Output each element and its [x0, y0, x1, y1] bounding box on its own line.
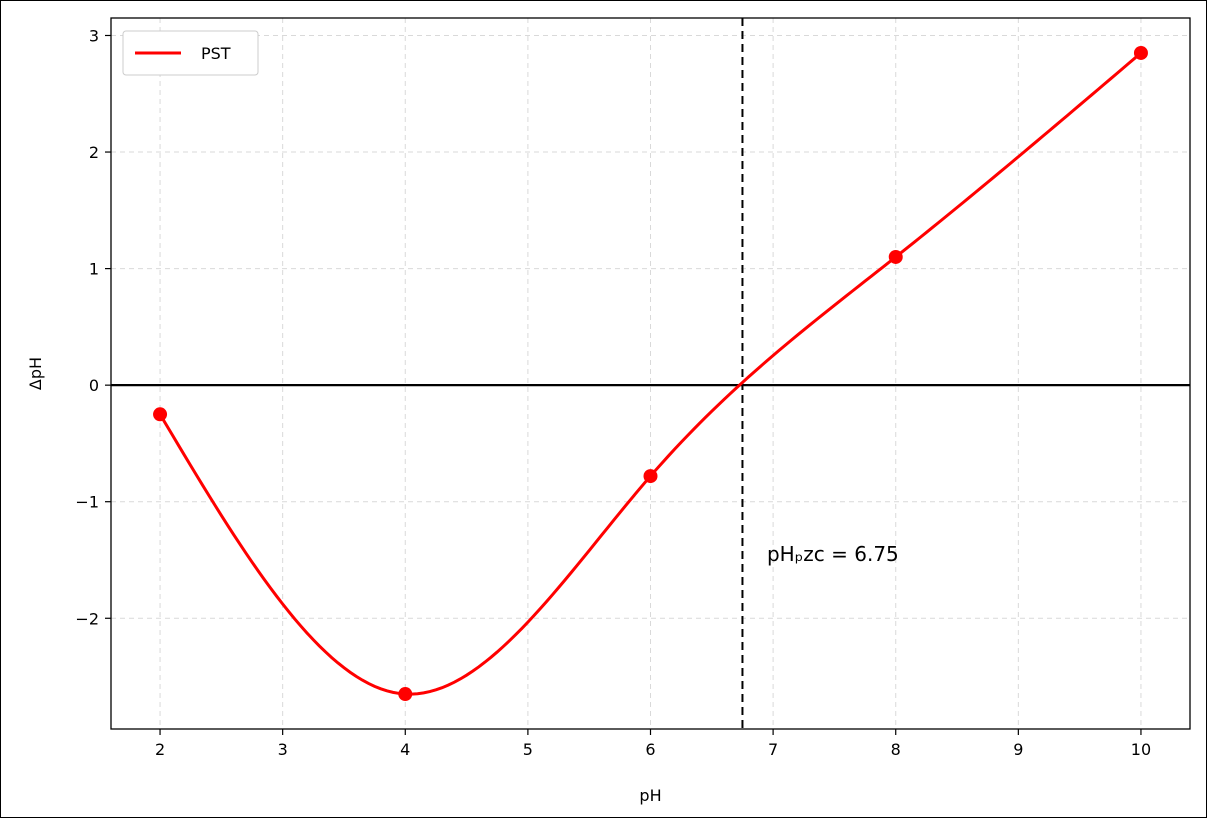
legend-label: PST — [201, 44, 231, 63]
x-axis-label: pH — [639, 786, 661, 805]
x-tick-label-4: 6 — [645, 740, 655, 759]
data-point-0-3 — [888, 249, 903, 264]
y-tick-label-3: 1 — [89, 260, 99, 279]
y-axis-label: ΔpH — [26, 357, 45, 390]
y-tick-label-2: 0 — [89, 376, 99, 395]
y-tick-label-5: 3 — [89, 26, 99, 45]
y-tick-label-4: 2 — [89, 143, 99, 162]
x-tick-label-3: 5 — [523, 740, 533, 759]
y-tick-label-0: −2 — [75, 609, 99, 628]
x-tick-label-8: 10 — [1131, 740, 1151, 759]
pzc-annotation: pHₚzc = 6.75 — [767, 542, 899, 566]
series-layer — [153, 45, 1148, 702]
x-tick-label-6: 8 — [891, 740, 901, 759]
ticks: 2 3 4 5 6 7 8 9 10 −2 −1 0 1 2 3 — [75, 26, 1151, 759]
grid — [111, 18, 1190, 729]
data-point-0-4 — [1133, 45, 1148, 60]
data-point-0-1 — [398, 687, 413, 702]
legend-box — [122, 30, 259, 76]
x-tick-label-0: 2 — [155, 740, 165, 759]
y-tick-label-1: −1 — [75, 493, 99, 512]
data-point-0-0 — [153, 407, 168, 422]
legend: PST — [122, 30, 259, 76]
x-tick-label-5: 7 — [768, 740, 778, 759]
data-point-0-2 — [643, 469, 658, 484]
reference-lines — [111, 18, 1190, 729]
x-tick-label-1: 3 — [278, 740, 288, 759]
x-tick-label-2: 4 — [400, 740, 410, 759]
x-tick-label-7: 9 — [1013, 740, 1023, 759]
